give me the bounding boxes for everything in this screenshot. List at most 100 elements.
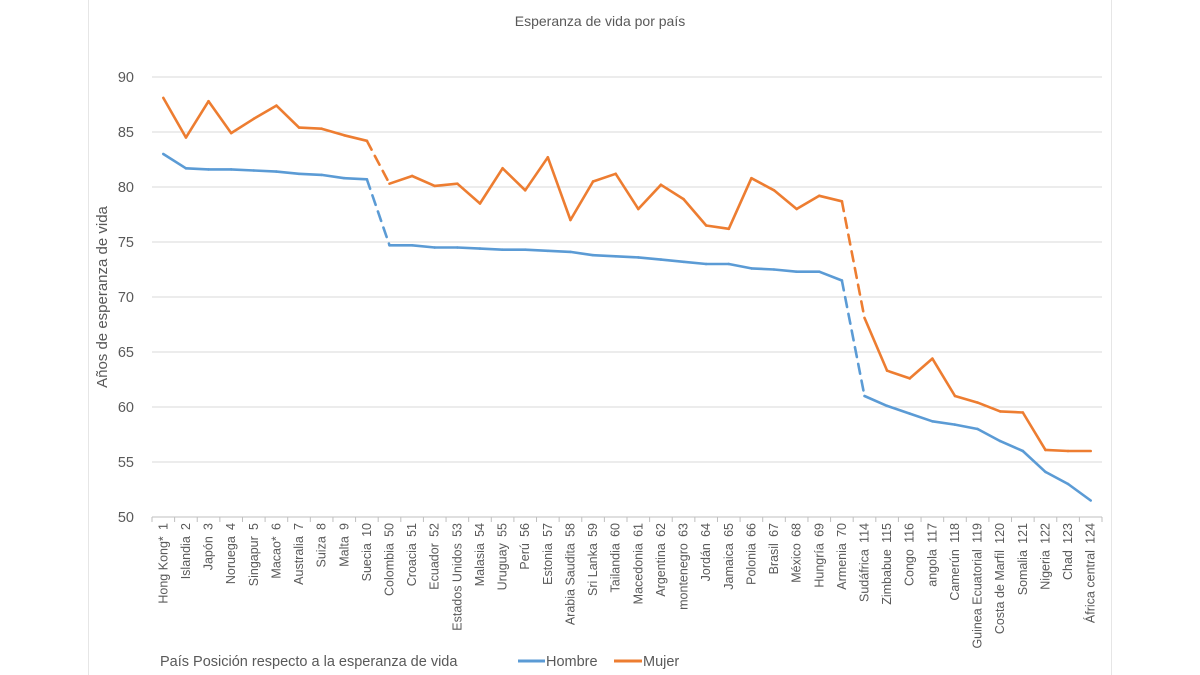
x-tick-label: Guinea Ecuatorial 119 [971, 523, 985, 649]
line-segment [1021, 411, 1047, 452]
line-segment [637, 256, 663, 261]
dashed-gap-segment [840, 279, 866, 398]
x-tick-labels: Hong Kong* 1 Islandia 2 Japón 3 Noruega 4 Si… [156, 523, 1097, 649]
line-segment [750, 267, 776, 271]
series-mujer [162, 96, 1092, 453]
x-tick-label: Costa de Marfil 120 [993, 523, 1007, 634]
y-tick-label: 80 [118, 180, 134, 196]
x-tick-label: Suecia 10 [360, 523, 374, 581]
chart-title: Esperanza de vida por país [515, 13, 685, 29]
x-tick-label: Argentina 62 [654, 523, 668, 597]
x-tick-label: Perú 56 [518, 523, 532, 570]
line-segment [772, 268, 798, 274]
x-tick-label: Noruega 4 [224, 523, 238, 584]
line-segment [863, 316, 889, 373]
line-segment [523, 248, 550, 253]
line-segment [297, 172, 323, 177]
x-tick-label: Arabia Saudita 58 [563, 523, 577, 625]
line-segment [1021, 449, 1047, 474]
x-tick-label: África central 124 [1083, 523, 1098, 623]
legend-label-mujer: Mujer [643, 654, 679, 670]
y-tick-labels: 50 55 60 65 70 75 80 85 90 [118, 70, 134, 526]
line-segment [614, 254, 640, 259]
line-segment [682, 197, 708, 227]
line-segment [976, 427, 1002, 443]
line-segment [320, 127, 346, 137]
y-tick-label: 55 [118, 455, 134, 471]
line-segment [727, 262, 753, 270]
line-segment [297, 126, 323, 130]
y-tick-label: 50 [118, 510, 134, 526]
line-segment [976, 401, 1002, 413]
line-segment [1044, 448, 1070, 453]
line-segment [388, 174, 414, 185]
line-segment [252, 104, 278, 121]
x-tick-label: Camerún 118 [948, 523, 962, 601]
line-segment [342, 134, 369, 143]
x-tick-label: Armenia 70 [835, 523, 849, 590]
x-tick-label: montenegro 63 [677, 523, 691, 610]
line-segment [229, 117, 256, 135]
line-segment [523, 156, 550, 192]
line-segment [908, 357, 934, 380]
line-segment [591, 253, 617, 258]
line-segment [953, 394, 979, 404]
line-segment [207, 99, 233, 135]
line-segment [252, 169, 278, 173]
line-segment [931, 419, 957, 426]
gridlines [151, 76, 1103, 522]
x-tick-label: Sudáfrica 114 [858, 523, 872, 602]
x-tick-label: Macedonia 61 [631, 523, 645, 604]
x-axis-label: País Posición respecto a la esperanza de… [160, 654, 458, 670]
dashed-gap-segment [840, 200, 866, 320]
line-segment [885, 404, 912, 415]
line-segment [682, 260, 708, 266]
line-segment [863, 394, 889, 408]
y-tick-label: 85 [118, 125, 134, 141]
line-segment [727, 176, 753, 231]
line-segment [908, 412, 934, 423]
legend: Hombre Mujer [518, 654, 679, 670]
x-tick-label: Islandia 2 [179, 523, 193, 579]
line-segment [817, 270, 844, 282]
x-tick-label: Sri Lanka 59 [586, 523, 600, 596]
x-tick-label: Estados Unidos 53 [450, 523, 464, 631]
x-tick-label: Croacia 51 [405, 523, 419, 586]
line-segment [795, 194, 821, 211]
x-tick-label: Suiza 8 [315, 523, 329, 568]
line-segment [478, 247, 504, 251]
x-tick-label: Singapur 5 [247, 523, 261, 586]
x-tick-label: Estonia 57 [541, 523, 555, 585]
line-segment [184, 99, 210, 139]
line-segment [614, 172, 640, 211]
x-tick-label: Australia 7 [292, 523, 306, 585]
x-tick-label: Tailandia 60 [609, 523, 623, 593]
x-tick-label: Japón 3 [202, 523, 216, 570]
x-tick-label: Polonia 66 [744, 523, 758, 585]
line-segment [546, 156, 572, 222]
line-segment [342, 176, 369, 181]
line-segment [1044, 470, 1070, 486]
line-segment [998, 439, 1025, 453]
y-tick-label: 65 [118, 345, 134, 361]
line-segment [229, 168, 256, 172]
line-segment [817, 194, 844, 203]
x-tick-label: Nigeria 122 [1038, 523, 1052, 590]
line-segment [704, 224, 731, 231]
line-segment [410, 174, 437, 188]
x-tick-label: Uruguay 55 [496, 523, 510, 590]
x-tick-label: México 68 [790, 523, 804, 583]
x-tick-label: Hong Kong* 1 [156, 523, 170, 604]
y-tick-label: 60 [118, 400, 134, 416]
line-segment [184, 167, 210, 171]
x-tick-label: Somalia 121 [1016, 523, 1030, 595]
line-segment [320, 173, 346, 180]
x-tick-label: Ecuador 52 [428, 523, 442, 590]
line-segment [162, 96, 188, 139]
line-segment [569, 250, 595, 257]
y-tick-label: 75 [118, 235, 134, 251]
x-tick-label: Chad 123 [1061, 523, 1075, 580]
line-segment [456, 246, 482, 250]
line-segment [162, 152, 188, 170]
